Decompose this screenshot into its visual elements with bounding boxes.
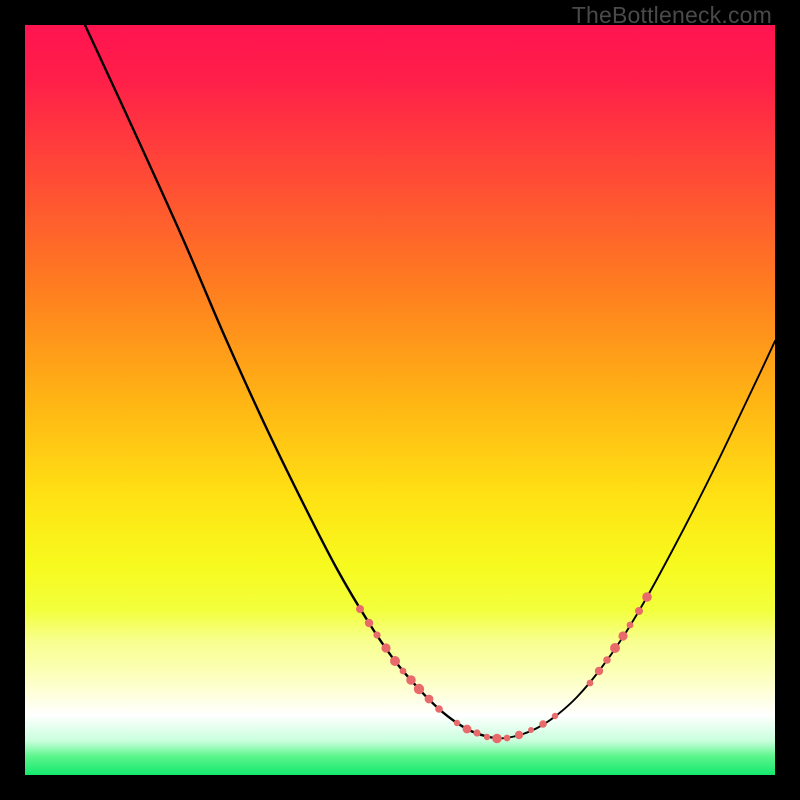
chart-frame: TheBottleneck.com <box>0 0 800 800</box>
data-marker <box>390 656 400 666</box>
watermark-label: TheBottleneck.com <box>572 2 772 29</box>
data-marker <box>595 667 603 675</box>
data-marker <box>627 622 634 629</box>
data-marker <box>610 643 620 653</box>
bottleneck-curve <box>25 25 775 775</box>
data-marker <box>552 713 558 719</box>
data-marker <box>587 680 594 687</box>
data-marker <box>484 734 490 740</box>
data-marker <box>425 695 434 704</box>
data-marker <box>463 725 472 734</box>
data-marker <box>356 605 364 613</box>
data-marker <box>414 684 424 694</box>
data-marker <box>373 631 380 638</box>
data-marker <box>504 735 511 742</box>
data-marker <box>435 705 443 713</box>
plot-area <box>25 25 775 775</box>
data-marker <box>454 720 460 726</box>
data-marker <box>400 668 407 675</box>
data-marker <box>603 656 611 664</box>
data-marker <box>515 731 523 739</box>
data-marker <box>381 643 390 652</box>
data-marker <box>642 592 652 602</box>
data-marker <box>365 619 373 627</box>
data-marker <box>539 720 547 728</box>
data-marker <box>492 734 502 744</box>
data-marker <box>406 675 416 685</box>
data-marker <box>528 727 534 733</box>
curve-segment <box>85 25 497 739</box>
data-marker <box>473 729 480 736</box>
data-marker <box>635 607 643 615</box>
curve-segment <box>497 341 775 739</box>
data-marker <box>618 631 627 640</box>
